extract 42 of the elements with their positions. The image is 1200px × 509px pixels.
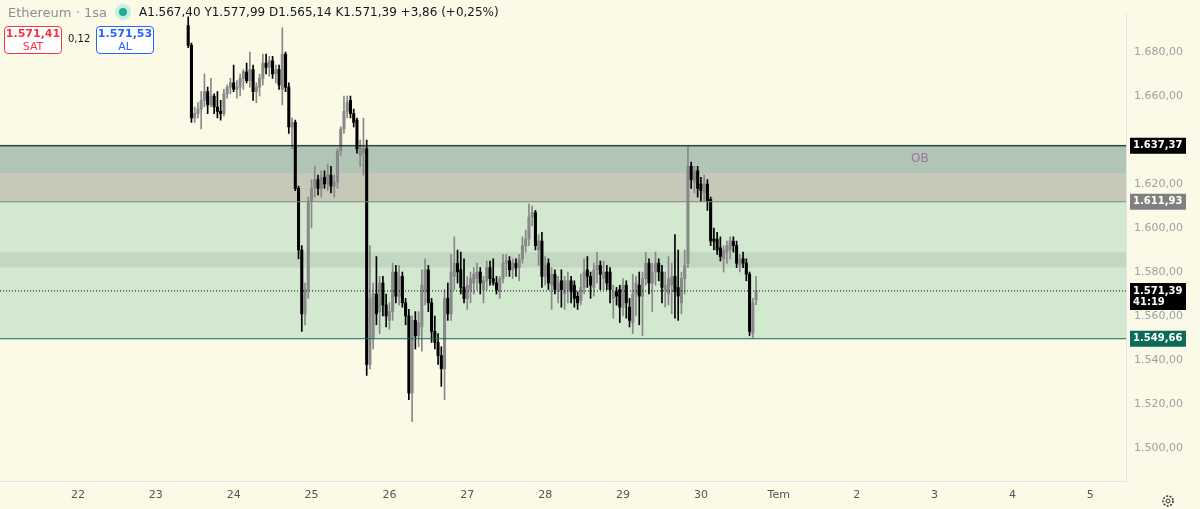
x-tick-label: 4: [1008, 488, 1016, 502]
text: 41:19: [1133, 295, 1165, 307]
x-tick-label: 29: [616, 488, 631, 502]
y-tick-label: 1.580,00: [1134, 264, 1183, 278]
annotation: 1.571,53: [97, 27, 153, 40]
x-tick-label: Tem: [766, 488, 790, 502]
y-tick-label: 1.620,00: [1134, 176, 1183, 190]
ref-line-label: 1.571,39: [1133, 284, 1183, 296]
x-tick-label: 24: [226, 488, 241, 502]
x-tick-label: 5: [1086, 488, 1094, 502]
x-tick-label: 27: [460, 488, 475, 502]
x-tick-label: 28: [538, 488, 553, 502]
buy-button: 1.571,53 AL: [96, 26, 154, 54]
y-tick-label: 1.600,00: [1134, 220, 1183, 234]
annotation: A1.567,40 Y1.577,99 D1.565,14 K1.571,39 +3,86 (+0,25%): [138, 5, 499, 19]
candlestick: [290, 117, 294, 150]
x-tick-label: 26: [382, 488, 397, 502]
band-label: OB: [911, 150, 929, 165]
candlestick: [514, 258, 518, 277]
chart-title: Ethereum · 1sa: [8, 4, 107, 20]
y-tick-label: 1.540,00: [1134, 352, 1183, 366]
y-tick-label: 1.520,00: [1134, 396, 1183, 410]
x-tick-label: 2: [853, 488, 861, 502]
annotation: 0,12: [68, 33, 91, 44]
x-tick-label: 3: [931, 488, 939, 502]
annotation: 1.571,41: [5, 27, 61, 40]
candlestick: [611, 284, 615, 319]
y-tick-label: 1.680,00: [1134, 44, 1183, 58]
ref-line-label: 1.637,37: [1133, 139, 1183, 151]
y-tick-label: 1.560,00: [1134, 308, 1183, 322]
annotation: AL: [117, 40, 133, 53]
x-tick-label: 23: [148, 488, 163, 502]
x-tick-label: 22: [70, 488, 85, 502]
x-tick-label: 25: [304, 488, 319, 502]
annotation: SAT: [21, 40, 45, 53]
ref-line-label: 1.611,93: [1133, 195, 1183, 207]
ref-line-label: 1.549,66: [1133, 332, 1183, 344]
y-tick-label: 1.500,00: [1134, 440, 1183, 454]
candlestick: [663, 271, 667, 308]
y-tick-label: 1.660,00: [1134, 88, 1183, 102]
sell-button: 1.571,41 SAT: [4, 26, 62, 54]
x-tick-label: 30: [693, 488, 708, 502]
